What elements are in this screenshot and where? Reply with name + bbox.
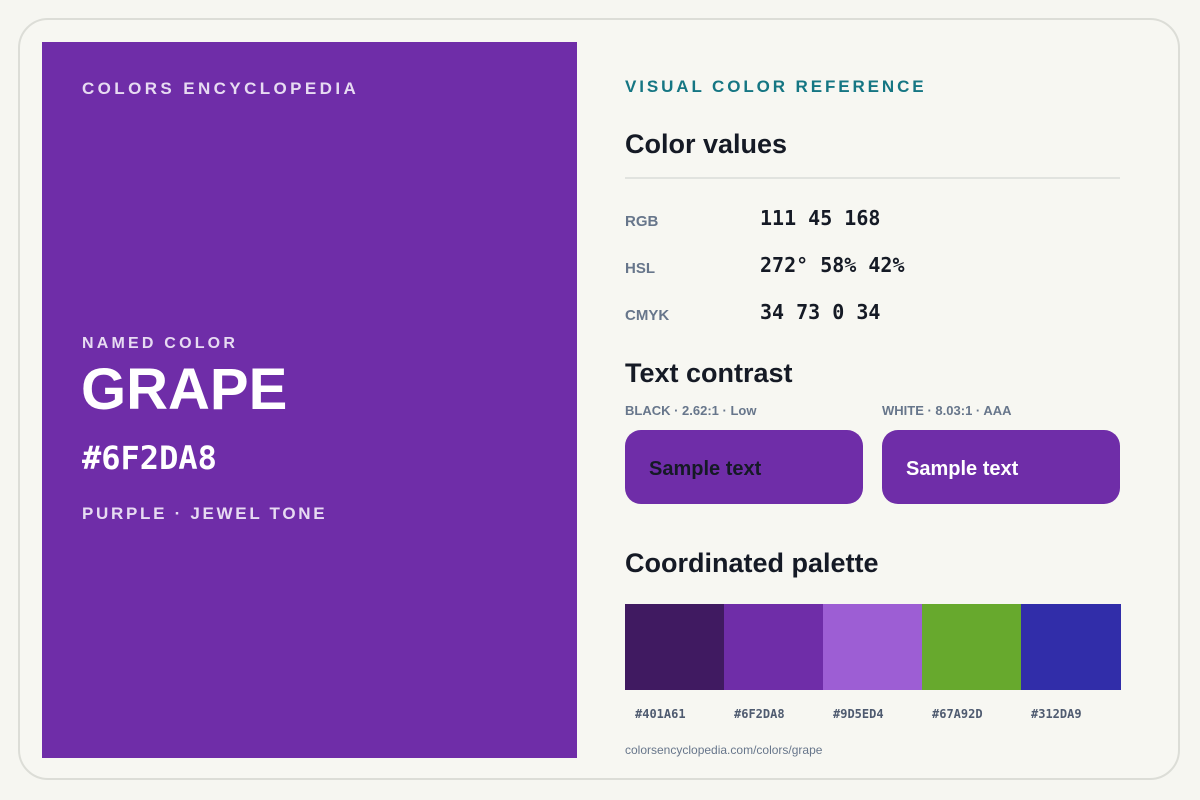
black-text-sample: Sample text <box>625 430 863 504</box>
rgb-label: RGB <box>625 213 659 230</box>
color-reference-panel: VISUAL COLOR REFERENCE Color values RGB … <box>625 0 1121 800</box>
black-sample-text: Sample text <box>649 458 762 480</box>
color-values-title: Color values <box>625 129 788 159</box>
cmyk-value: 34 73 0 34 <box>760 300 881 324</box>
section-divider <box>625 177 1120 179</box>
hsl-value-row: HSL 272° 58% 42% <box>625 252 1120 282</box>
rgb-value: 111 45 168 <box>760 206 881 230</box>
cmyk-label: CMYK <box>625 307 670 324</box>
palette-swatch-blue <box>1021 604 1121 690</box>
text-contrast-title: Text contrast <box>625 358 793 388</box>
coordinated-palette-title: Coordinated palette <box>625 548 879 578</box>
palette-hex-label: #9D5ED4 <box>833 707 884 721</box>
palette-hex-label: #67A92D <box>932 707 983 721</box>
color-category-label: NAMED COLOR <box>82 335 239 352</box>
white-sample-text: Sample text <box>906 458 1019 480</box>
rgb-value-row: RGB 111 45 168 <box>625 205 1120 235</box>
palette-hex-label: #401A61 <box>635 707 686 721</box>
palette-swatch-grape <box>724 604 823 690</box>
color-hero-panel: COLORS ENCYCLOPEDIA NAMED COLOR GRAPE #6… <box>42 42 577 758</box>
palette-hex-label: #312DA9 <box>1031 707 1082 721</box>
brand-label: COLORS ENCYCLOPEDIA <box>82 79 360 98</box>
reference-kicker: VISUAL COLOR REFERENCE <box>625 77 927 96</box>
cmyk-value-row: CMYK 34 73 0 34 <box>625 299 1120 329</box>
palette-swatch-dark-purple <box>625 604 724 690</box>
white-contrast-label: WHITE · 8.03:1 · AAA <box>882 403 1012 418</box>
black-contrast-label: BLACK · 2.62:1 · Low <box>625 403 757 418</box>
hsl-label: HSL <box>625 260 655 277</box>
palette-hex-label: #6F2DA8 <box>734 707 785 721</box>
palette-swatch-green <box>922 604 1021 690</box>
color-family-label: PURPLE · JEWEL TONE <box>82 504 328 523</box>
coordinated-palette <box>625 604 1121 690</box>
palette-hex-labels: #401A61 #6F2DA8 #9D5ED4 #67A92D #312DA9 <box>625 707 1121 727</box>
color-hex-code: #6F2DA8 <box>82 439 217 477</box>
hsl-value: 272° 58% 42% <box>760 253 905 277</box>
color-name: GRAPE <box>81 357 288 422</box>
palette-swatch-light-purple <box>823 604 922 690</box>
source-url: colorsencyclopedia.com/colors/grape <box>625 743 823 757</box>
white-text-sample: Sample text <box>882 430 1120 504</box>
